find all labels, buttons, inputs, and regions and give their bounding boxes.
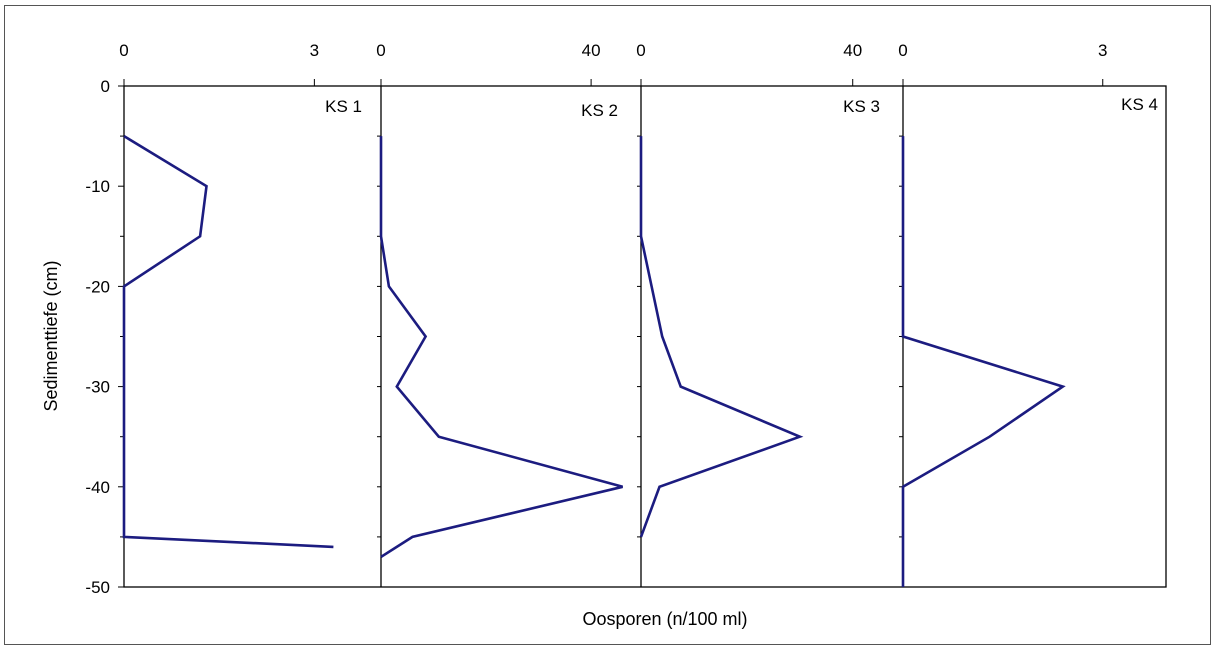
series-line xyxy=(122,134,334,549)
x-tick-label: 3 xyxy=(310,41,319,60)
y-tick-label: -20 xyxy=(85,277,110,296)
x-tick-label: 0 xyxy=(636,41,645,60)
series-line xyxy=(901,136,1066,587)
y-tick-label: -10 xyxy=(85,177,110,196)
x-tick-label: 0 xyxy=(898,41,907,60)
x-tick-label: 3 xyxy=(1098,41,1107,60)
x-tick-label: 40 xyxy=(843,41,862,60)
x-axis-title: Oosporen (n/100 ml) xyxy=(582,609,747,629)
chart-frame xyxy=(4,5,1211,645)
panel-name-label: KS 4 xyxy=(1121,95,1158,114)
series-line xyxy=(639,136,804,538)
x-tick-label: 0 xyxy=(119,41,128,60)
y-tick-label: -30 xyxy=(85,378,110,397)
x-tick-label: 0 xyxy=(376,41,385,60)
y-tick-label: -40 xyxy=(85,478,110,497)
panel-name-label: KS 1 xyxy=(325,97,362,116)
y-tick-label: 0 xyxy=(101,77,110,96)
y-axis-title: Sedimenttiefe (cm) xyxy=(41,260,61,411)
series-line xyxy=(379,136,623,558)
y-tick-label: -50 xyxy=(85,578,110,597)
panel-name-label: KS 2 xyxy=(581,101,618,120)
panel-name-label: KS 3 xyxy=(843,97,880,116)
x-tick-label: 40 xyxy=(582,41,601,60)
plot-area-border xyxy=(123,85,1167,588)
